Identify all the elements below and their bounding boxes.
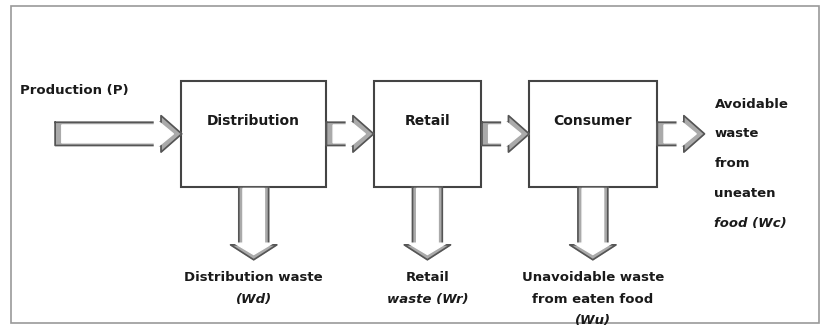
Polygon shape	[489, 118, 521, 149]
Text: waste (Wr): waste (Wr)	[387, 293, 468, 306]
Text: food (Wc): food (Wc)	[715, 217, 787, 230]
Polygon shape	[55, 116, 182, 152]
Polygon shape	[664, 118, 696, 149]
Text: Retail: Retail	[406, 271, 449, 284]
Text: from: from	[715, 157, 750, 170]
Polygon shape	[404, 187, 451, 260]
Polygon shape	[333, 118, 365, 149]
Text: uneaten: uneaten	[715, 187, 776, 200]
FancyBboxPatch shape	[12, 6, 818, 323]
Polygon shape	[61, 118, 173, 149]
Polygon shape	[657, 116, 705, 152]
Text: (Wu): (Wu)	[575, 314, 611, 327]
Text: from eaten food: from eaten food	[532, 293, 653, 306]
Text: Distribution: Distribution	[208, 114, 300, 128]
Polygon shape	[574, 188, 612, 255]
Polygon shape	[231, 187, 277, 260]
Polygon shape	[326, 116, 374, 152]
Text: Production (P): Production (P)	[20, 84, 128, 97]
Polygon shape	[482, 116, 530, 152]
Text: Unavoidable waste: Unavoidable waste	[522, 271, 664, 284]
Bar	[529, 81, 657, 187]
Text: Retail: Retail	[404, 114, 450, 128]
Text: Consumer: Consumer	[554, 114, 632, 128]
Text: (Wd): (Wd)	[236, 293, 271, 306]
Text: Avoidable: Avoidable	[715, 98, 788, 111]
Polygon shape	[408, 188, 447, 255]
Polygon shape	[569, 187, 616, 260]
Polygon shape	[235, 188, 273, 255]
Text: waste: waste	[715, 127, 759, 140]
Text: Distribution waste: Distribution waste	[184, 271, 323, 284]
Bar	[181, 81, 326, 187]
Bar	[374, 81, 481, 187]
